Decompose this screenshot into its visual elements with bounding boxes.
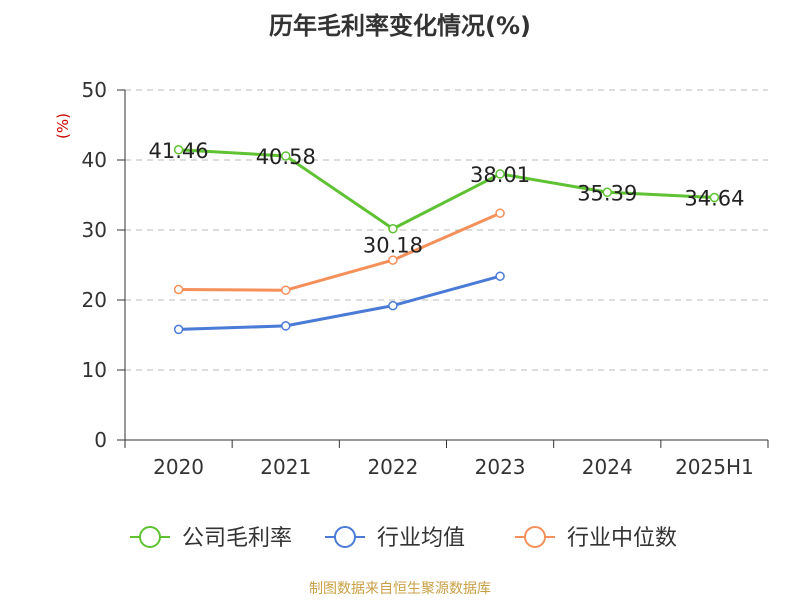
data-point[interactable] <box>495 271 505 281</box>
data-point[interactable] <box>173 324 184 335</box>
legend-marker <box>139 526 161 548</box>
data-label: 41.46 <box>149 139 209 163</box>
x-tick-label: 2022 <box>367 455 418 479</box>
data-point[interactable] <box>173 284 184 295</box>
x-tick-label: 2021 <box>260 455 311 479</box>
legend-label[interactable]: 行业中位数 <box>567 526 677 551</box>
x-tick-label: 2020 <box>153 455 204 479</box>
y-tick-label: 0 <box>94 428 107 452</box>
legend-label[interactable]: 行业均值 <box>377 526 465 551</box>
data-label: 35.39 <box>577 181 637 205</box>
data-point[interactable] <box>388 223 398 234</box>
data-point[interactable] <box>281 321 291 331</box>
data-label: 38.01 <box>470 163 530 187</box>
x-tick-label: 2023 <box>475 455 526 479</box>
data-point[interactable] <box>602 187 612 198</box>
y-tick-label: 30 <box>82 218 107 242</box>
data-label: 30.18 <box>363 234 423 258</box>
data-point[interactable] <box>495 169 505 179</box>
data-point[interactable] <box>709 192 720 203</box>
data-label: 40.58 <box>256 145 316 169</box>
y-tick-label: 50 <box>82 78 107 102</box>
data-point[interactable] <box>281 151 291 161</box>
y-tick-label: 20 <box>82 288 107 312</box>
y-tick-label: 10 <box>82 358 107 382</box>
data-point[interactable] <box>281 285 291 295</box>
x-tick-label: 2025H1 <box>675 455 754 479</box>
source-note: 制图数据来自恒生聚源数据库 <box>309 581 491 597</box>
chart-title: 历年毛利率变化情况(%) <box>269 12 531 40</box>
series-line-2 <box>178 211 501 292</box>
legend-label[interactable]: 公司毛利率 <box>182 526 292 551</box>
legend-marker <box>334 526 356 548</box>
data-point[interactable] <box>173 145 184 155</box>
y-axis-label: (%) <box>54 113 72 139</box>
data-point[interactable] <box>388 255 398 265</box>
data-point[interactable] <box>388 300 398 311</box>
data-point[interactable] <box>495 208 505 218</box>
data-label: 34.64 <box>684 187 744 211</box>
legend-marker <box>524 526 546 548</box>
x-tick-label: 2024 <box>582 455 633 479</box>
series-line-0 <box>178 148 715 231</box>
y-tick-label: 40 <box>82 148 107 172</box>
series-line-1 <box>178 274 501 331</box>
